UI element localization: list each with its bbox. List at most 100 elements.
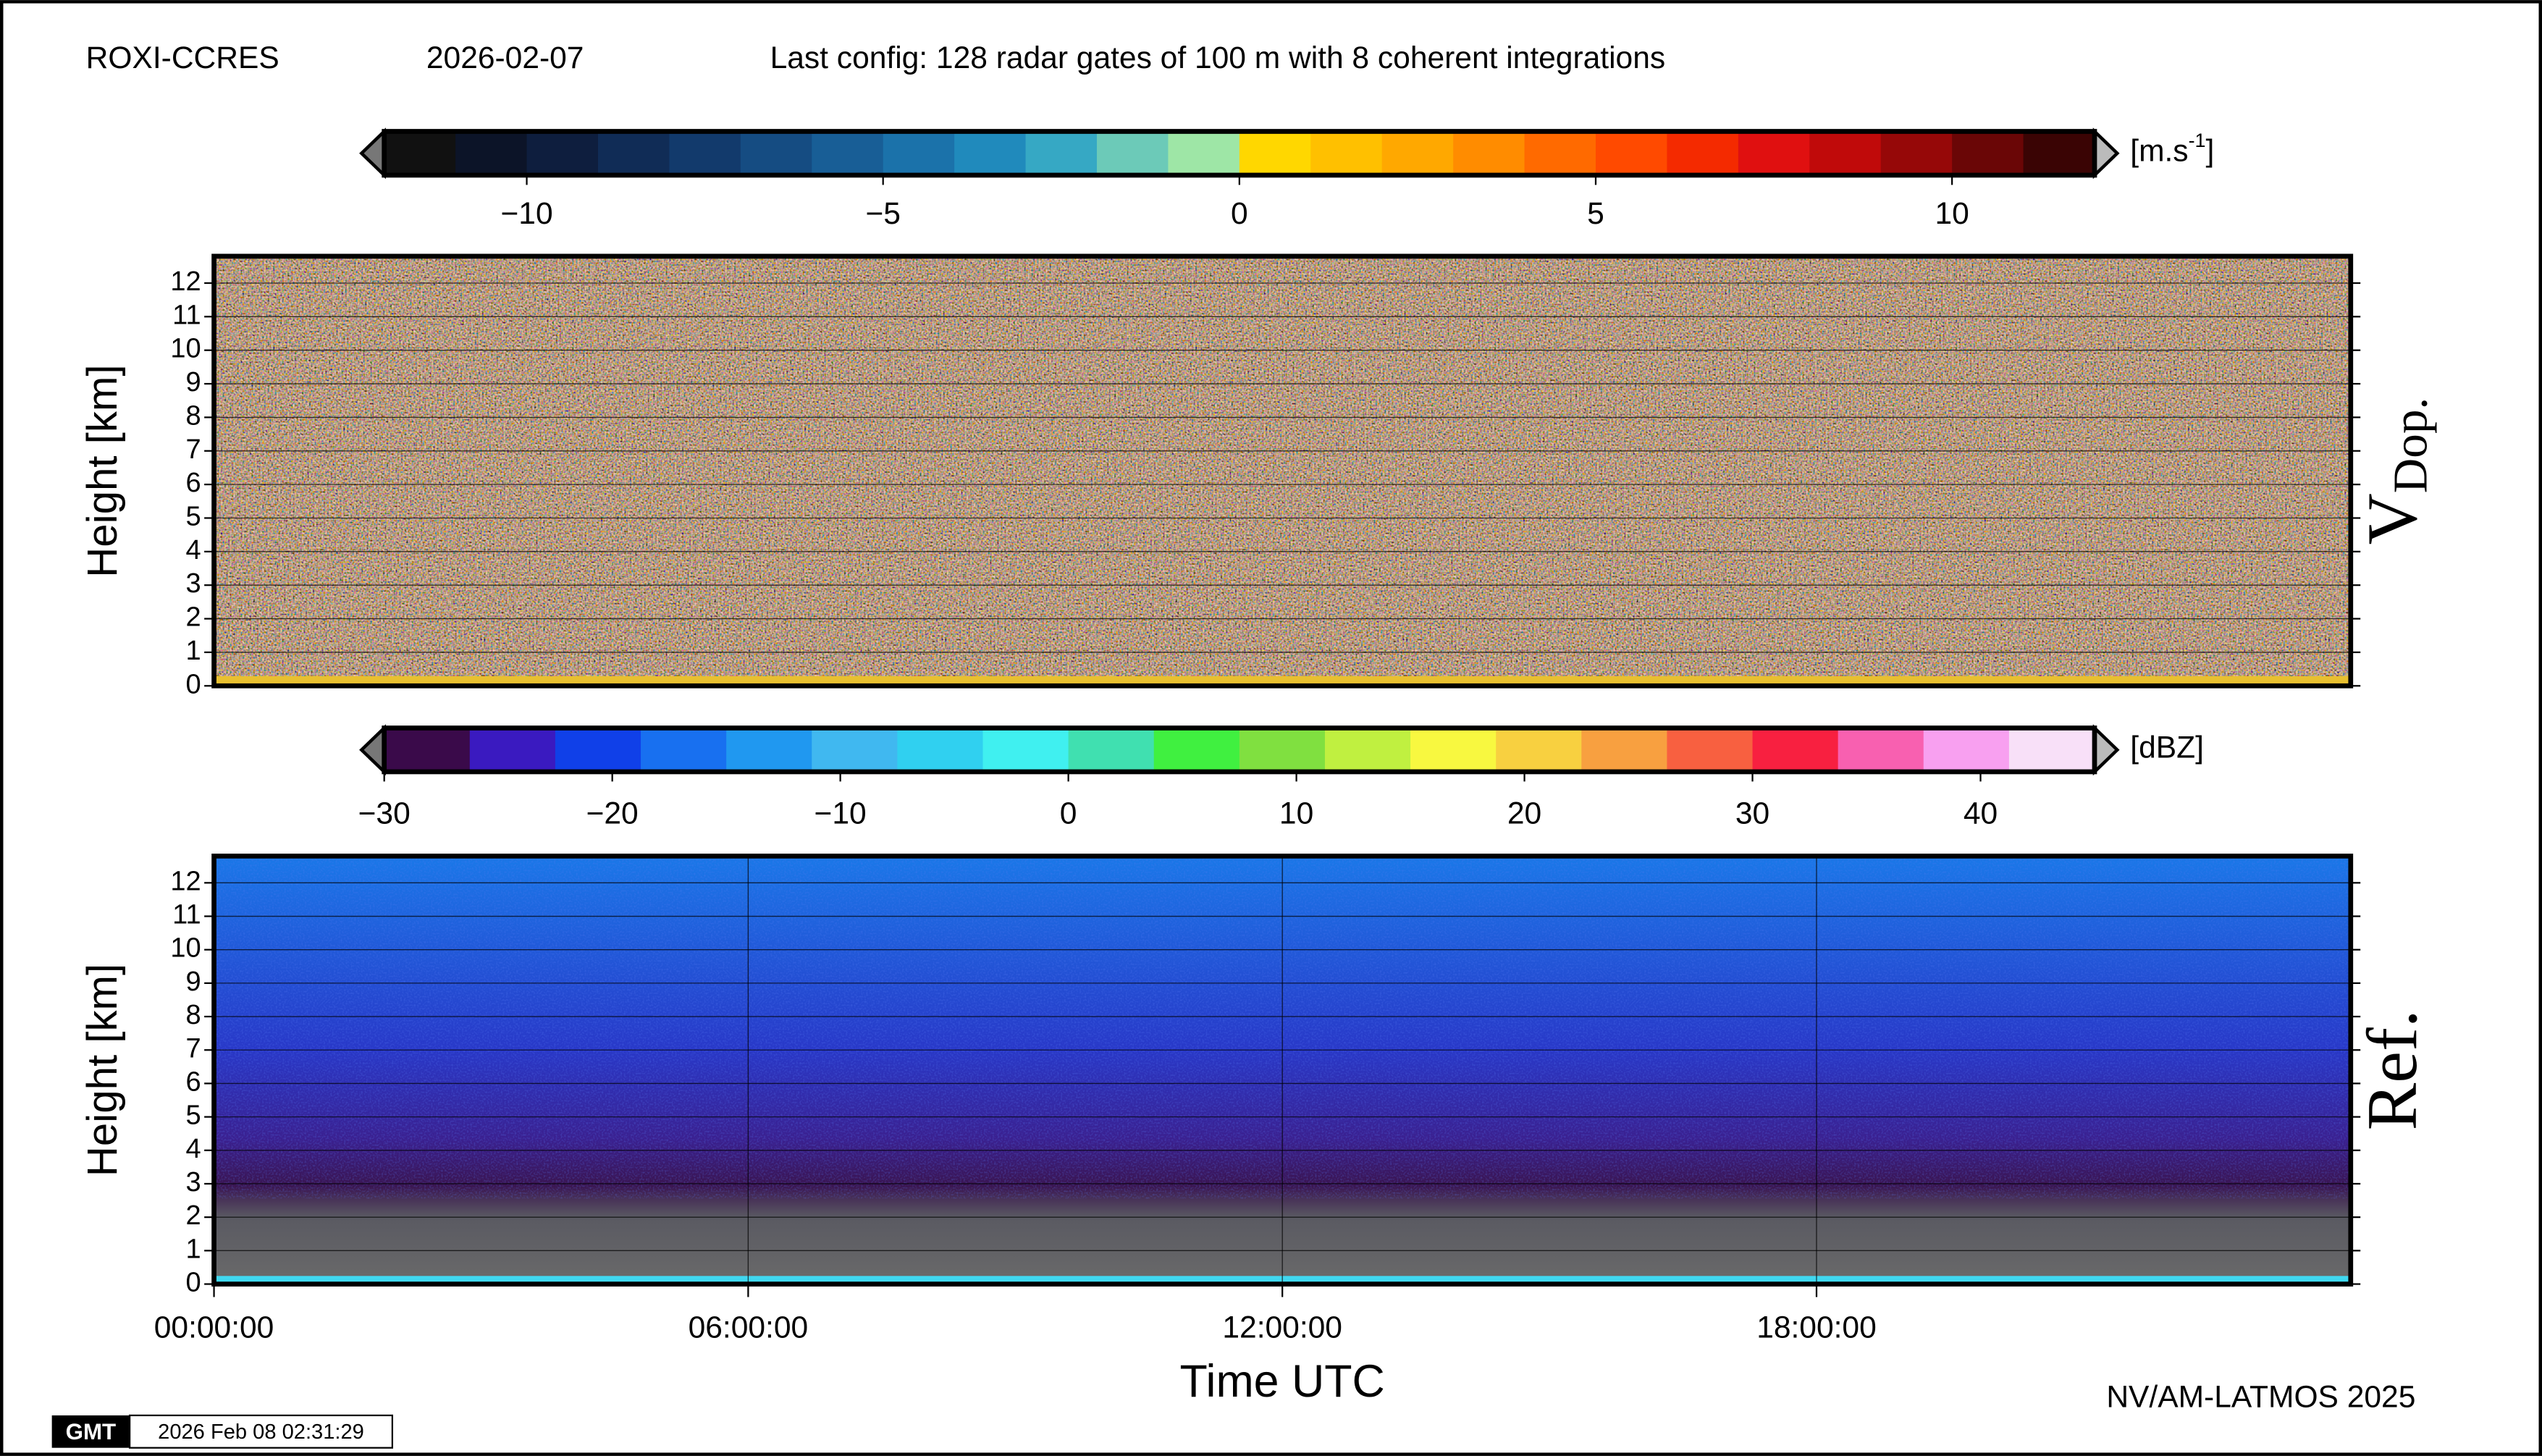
colorbar-segment bbox=[1667, 131, 1739, 175]
colorbar-tick-label: 40 bbox=[1964, 796, 1998, 831]
colorbar-frame bbox=[382, 725, 2097, 775]
config: Last config: 128 radar gates of 100 m wi… bbox=[770, 41, 1666, 75]
y-tick-label: 4 bbox=[185, 1134, 201, 1164]
colorbar-segment bbox=[812, 131, 884, 175]
colorbar-tick-label: 10 bbox=[1935, 196, 1969, 231]
colorbar-segment bbox=[726, 728, 813, 772]
colorbar-segment bbox=[1153, 728, 1240, 772]
y-tick-label: 0 bbox=[185, 1268, 201, 1298]
colorbar-segment bbox=[469, 728, 557, 772]
colorbar-end bbox=[359, 724, 386, 776]
colorbar-tick-label: 5 bbox=[1587, 196, 1604, 231]
station: ROXI-CCRES bbox=[86, 41, 279, 75]
colorbar-segment bbox=[641, 728, 728, 772]
colorbar-segment bbox=[1809, 131, 1882, 175]
colorbar-segment bbox=[954, 131, 1027, 175]
colorbar-segment bbox=[384, 728, 471, 772]
colorbar-segment bbox=[1952, 131, 2024, 175]
colorbar-tick-label: −30 bbox=[358, 796, 411, 831]
timestamp: 2026 Feb 08 02:31:29 bbox=[158, 1421, 364, 1444]
date: 2026-02-07 bbox=[426, 41, 584, 75]
colorbar-tick-label: −20 bbox=[586, 796, 639, 831]
colorbar-segment bbox=[883, 131, 956, 175]
colorbar-segment bbox=[1096, 131, 1169, 175]
panel-label-main: Ref. bbox=[2353, 1010, 2432, 1131]
colorbar-segment bbox=[1496, 728, 1583, 772]
colorbar-segment bbox=[1310, 131, 1383, 175]
colorbar-tick-label: 0 bbox=[1060, 796, 1077, 831]
colorbar-segment bbox=[555, 728, 642, 772]
colorbar-segment bbox=[982, 728, 1069, 772]
colorbar-end bbox=[2092, 127, 2120, 180]
panel-label-sub: Dop. bbox=[2383, 397, 2438, 493]
y-tick-label: 2 bbox=[185, 602, 201, 633]
y-tick-label: 2 bbox=[185, 1200, 201, 1231]
y-tick-label: 5 bbox=[185, 1101, 201, 1131]
y-tick-label: 8 bbox=[185, 400, 201, 431]
colorbar-segment bbox=[384, 131, 457, 175]
colorbar-segment bbox=[526, 131, 599, 175]
logo-box bbox=[51, 1415, 130, 1448]
colorbar-end bbox=[2092, 724, 2120, 776]
y-tick-label: 12 bbox=[170, 266, 201, 297]
colorbar-segment bbox=[2023, 131, 2096, 175]
y-tick-label: 9 bbox=[185, 967, 201, 997]
y-tick-label: 11 bbox=[172, 900, 201, 930]
y-tick-label: 7 bbox=[185, 1033, 201, 1064]
x-tick-label: 06:00:00 bbox=[689, 1310, 809, 1345]
y-tick-label: 7 bbox=[185, 434, 201, 465]
colorbar-unit-base: [dBZ] bbox=[2130, 731, 2204, 765]
colorbar-segment bbox=[1581, 728, 1668, 772]
field-noise bbox=[214, 256, 2351, 686]
colorbar-segment bbox=[1025, 131, 1098, 175]
colorbar-segment bbox=[1239, 131, 1312, 175]
y-tick-label: 6 bbox=[185, 1066, 201, 1097]
colorbar-tick-label: 20 bbox=[1507, 796, 1541, 831]
y-tick-label: 8 bbox=[185, 1000, 201, 1030]
colorbar-end bbox=[359, 127, 386, 180]
y-tick-label: 3 bbox=[185, 1167, 201, 1198]
panel-label: Ref. bbox=[2353, 1010, 2432, 1131]
colorbar-segment bbox=[1738, 131, 1811, 175]
colorbar-tick-label: 30 bbox=[1735, 796, 1769, 831]
plot-frame bbox=[211, 253, 2354, 689]
colorbar-segment bbox=[1667, 728, 1754, 772]
colorbar-segment bbox=[455, 131, 528, 175]
colorbar-tick-label: −10 bbox=[500, 196, 552, 231]
logo: GMT bbox=[66, 1419, 117, 1444]
y-axis-label: Height [km] bbox=[79, 364, 126, 577]
y-tick-label: 10 bbox=[170, 334, 201, 364]
colorbar-segment bbox=[597, 131, 670, 175]
panel-label-main: V bbox=[2353, 493, 2432, 544]
colorbar-tick-label: −5 bbox=[865, 196, 901, 231]
y-tick-label: 11 bbox=[172, 300, 201, 330]
y-tick-label: 10 bbox=[170, 933, 201, 964]
colorbar-segment bbox=[1880, 131, 1953, 175]
y-tick-label: 3 bbox=[185, 568, 201, 599]
colorbar-segment bbox=[1453, 131, 1525, 175]
colorbar-tick-label: −10 bbox=[815, 796, 867, 831]
y-axis-label: Height [km] bbox=[79, 964, 126, 1177]
y-tick-label: 1 bbox=[185, 1234, 201, 1264]
colorbar-segment bbox=[669, 131, 741, 175]
x-tick-label: 00:00:00 bbox=[154, 1310, 274, 1345]
colorbar-segment bbox=[1524, 131, 1597, 175]
colorbar-segment bbox=[1239, 728, 1326, 772]
colorbar-segment bbox=[740, 131, 813, 175]
colorbar-segment bbox=[2008, 728, 2096, 772]
x-tick-label: 18:00:00 bbox=[1756, 1310, 1877, 1345]
x-tick-label: 12:00:00 bbox=[1222, 1310, 1342, 1345]
credit: NV/AM-LATMOS 2025 bbox=[2106, 1380, 2415, 1415]
ground-band bbox=[214, 676, 2351, 686]
colorbar-segment bbox=[1068, 728, 1155, 772]
colorbar-unit: [m.s-1] bbox=[2130, 130, 2214, 169]
colorbar-segment bbox=[1381, 131, 1455, 175]
colorbar-segment bbox=[812, 728, 898, 772]
colorbar-unit-base: [m.s bbox=[2130, 134, 2188, 169]
colorbar-segment bbox=[1324, 728, 1412, 772]
colorbar-segment bbox=[1595, 131, 1668, 175]
